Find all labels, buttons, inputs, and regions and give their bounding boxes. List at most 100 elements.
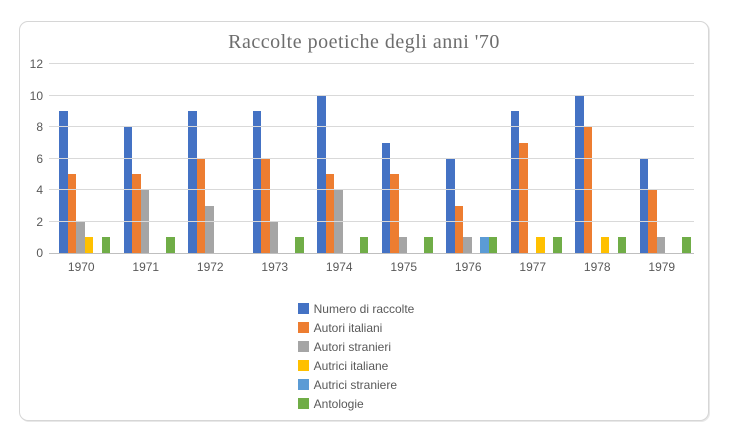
bar	[639, 158, 649, 253]
gridline	[49, 189, 694, 190]
legend-swatch-icon	[297, 379, 309, 390]
legend-swatch-icon	[297, 303, 309, 314]
legend-label: Numero di raccolte	[313, 301, 415, 316]
bar-group	[178, 64, 243, 253]
gridline	[49, 220, 694, 222]
bar-group	[49, 64, 114, 253]
bar	[454, 205, 464, 253]
bar	[205, 205, 214, 253]
bar	[123, 127, 133, 253]
gridline	[49, 126, 694, 127]
x-axis-tick-label: 1975	[390, 260, 418, 274]
legend-item: Numero di raccolte	[297, 299, 415, 318]
bar-group	[372, 64, 437, 253]
gridline	[49, 94, 694, 96]
x-axis-tick-label: 1977	[519, 260, 547, 274]
bar	[67, 174, 77, 253]
y-axis-tick-label: 8	[36, 120, 43, 134]
bar	[536, 237, 545, 253]
bars-container	[49, 64, 694, 253]
bar	[252, 111, 262, 253]
x-axis-tick-label: 1976	[454, 260, 482, 274]
legend-swatch-icon	[297, 398, 309, 409]
bar-group	[307, 64, 372, 253]
x-axis-tick-label: 1972	[196, 260, 224, 274]
bar	[101, 237, 111, 253]
bar	[295, 237, 304, 253]
gridline	[49, 157, 694, 159]
bar	[583, 127, 593, 253]
legend-label: Autrici italiane	[313, 358, 389, 373]
bar	[519, 142, 528, 253]
bar	[334, 190, 343, 253]
bar	[84, 237, 94, 253]
bar	[140, 190, 150, 253]
legend-item: Antologie	[297, 394, 364, 413]
plot-area: 0 2 4 6 8 10 12	[30, 57, 694, 260]
bar	[196, 158, 206, 253]
bar-group	[565, 64, 630, 253]
x-axis-tick-label: 1970	[67, 260, 95, 274]
bar-group	[243, 64, 308, 253]
y-axis-tick-label: 10	[29, 88, 43, 103]
y-axis-tick-label: 12	[29, 57, 43, 71]
chart-card: Raccolte poetiche degli anni '70 0 2 4 6 8 10…	[19, 21, 709, 421]
chart-title: Raccolte poetiche degli anni '70	[228, 31, 500, 53]
bar-group	[501, 64, 566, 253]
bar	[59, 111, 68, 253]
legend-item: Autori stranieri	[297, 337, 392, 356]
x-axis-tick-label: 1974	[325, 260, 353, 274]
bar	[359, 237, 369, 253]
bar-group	[114, 64, 179, 253]
legend-item: Autrici straniere	[297, 375, 398, 394]
bar	[424, 237, 433, 253]
y-axis-tick-label: 0	[36, 246, 43, 260]
legend-label: Antologie	[313, 396, 364, 411]
bar	[510, 111, 520, 253]
bar	[553, 237, 562, 253]
bar	[575, 95, 584, 253]
bar	[261, 158, 270, 253]
bar	[656, 237, 666, 253]
y-axis-tick-label: 4	[36, 183, 43, 197]
bar	[480, 237, 489, 253]
bar	[398, 237, 408, 253]
bar	[648, 190, 657, 253]
legend-label: Autori italiani	[313, 320, 383, 335]
x-axis-labels: 1970 1971 1972 1973 1974 1975 1976 1977 1978 1979	[49, 260, 694, 274]
x-axis-tick-label: 1973	[261, 260, 289, 274]
x-axis-tick-label: 1979	[648, 260, 676, 274]
legend-label: Autrici straniere	[313, 377, 398, 392]
y-axis-tick-label: 6	[36, 151, 43, 166]
bar	[166, 237, 175, 253]
legend-swatch-icon	[297, 341, 309, 352]
legend-label: Autori stranieri	[313, 339, 392, 354]
legend-items: Numero di raccolte Autori italiani Autori …	[297, 299, 415, 413]
legend-item: Autori italiani	[297, 318, 383, 337]
bar	[188, 111, 197, 253]
x-axis-tick-label: 1978	[583, 260, 611, 274]
bar	[600, 237, 610, 253]
bar	[76, 221, 85, 253]
bar	[463, 237, 472, 253]
bar-group	[436, 64, 501, 253]
gridline	[49, 63, 694, 64]
legend-item: Autrici italiane	[297, 356, 389, 375]
bar	[132, 174, 141, 253]
bar	[390, 174, 399, 253]
legend-swatch-icon	[297, 360, 309, 371]
bar	[682, 237, 691, 253]
y-axis-tick-label: 2	[36, 214, 43, 229]
bar	[446, 158, 455, 253]
legend: Numero di raccolte Autori italiani Autori …	[20, 299, 708, 413]
bar	[617, 237, 627, 253]
bar	[381, 142, 391, 253]
legend-swatch-icon	[297, 322, 309, 333]
bar	[317, 95, 326, 253]
bar	[325, 174, 335, 253]
x-axis-tick-label: 1971	[132, 260, 160, 274]
bar	[488, 237, 498, 253]
bar-group	[630, 64, 695, 253]
bar	[269, 221, 279, 253]
